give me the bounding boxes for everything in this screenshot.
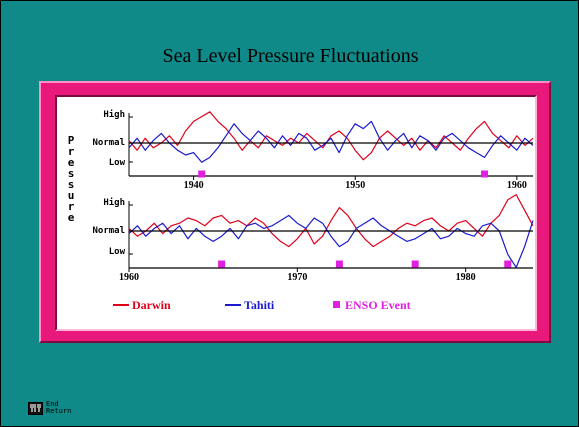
- y-axis-title-letter: P: [68, 134, 75, 147]
- y-tick-label: High: [103, 109, 125, 120]
- x-tick-label: 1940: [184, 180, 204, 191]
- y-tick-label: Low: [109, 158, 126, 168]
- y-axis-title-letter: e: [68, 156, 75, 169]
- y-axis-title-letter: u: [68, 189, 75, 202]
- x-tick-label: 1950: [345, 180, 365, 191]
- enso-event-marker: [335, 260, 343, 268]
- slide-title: Sea Level Pressure Fluctuations: [162, 45, 419, 67]
- y-axis-title-letter: r: [68, 145, 75, 158]
- enso-event-marker: [481, 170, 489, 178]
- y-axis-title-letter: s: [68, 167, 75, 180]
- legend-label: Darwin: [132, 298, 171, 312]
- series-line-darwin: [128, 111, 534, 161]
- legend-square-swatch: [333, 301, 340, 308]
- enso-event-marker: [411, 260, 419, 268]
- end-return-nav[interactable]: End Return: [28, 401, 71, 415]
- y-tick-label: High: [103, 197, 125, 208]
- y-tick-label: Normal: [92, 226, 125, 236]
- enso-event-marker: [218, 260, 226, 268]
- y-tick-label: Low: [109, 247, 126, 257]
- nav-labels: End Return: [46, 401, 71, 415]
- end-link[interactable]: End: [46, 400, 59, 408]
- x-tick-label: 1960: [507, 180, 527, 191]
- series-line-tahiti: [128, 120, 534, 163]
- y-tick-label: Normal: [92, 138, 125, 148]
- x-tick-label: 1980: [456, 272, 476, 283]
- film-strip-icon: [28, 401, 43, 415]
- return-link[interactable]: Return: [46, 407, 72, 415]
- y-axis-title-letter: e: [68, 211, 75, 224]
- y-axis-title-letter: s: [68, 178, 75, 191]
- series-line-darwin: [128, 193, 534, 248]
- series-line-tahiti: [128, 214, 534, 268]
- legend-label: ENSO Event: [345, 298, 411, 312]
- x-tick-label: 1970: [287, 272, 307, 283]
- enso-event-marker: [198, 170, 206, 178]
- x-tick-label: 1960: [119, 272, 139, 283]
- legend-label: Tahiti: [244, 298, 275, 312]
- enso-event-marker: [504, 260, 512, 268]
- y-axis-title-letter: r: [68, 200, 75, 213]
